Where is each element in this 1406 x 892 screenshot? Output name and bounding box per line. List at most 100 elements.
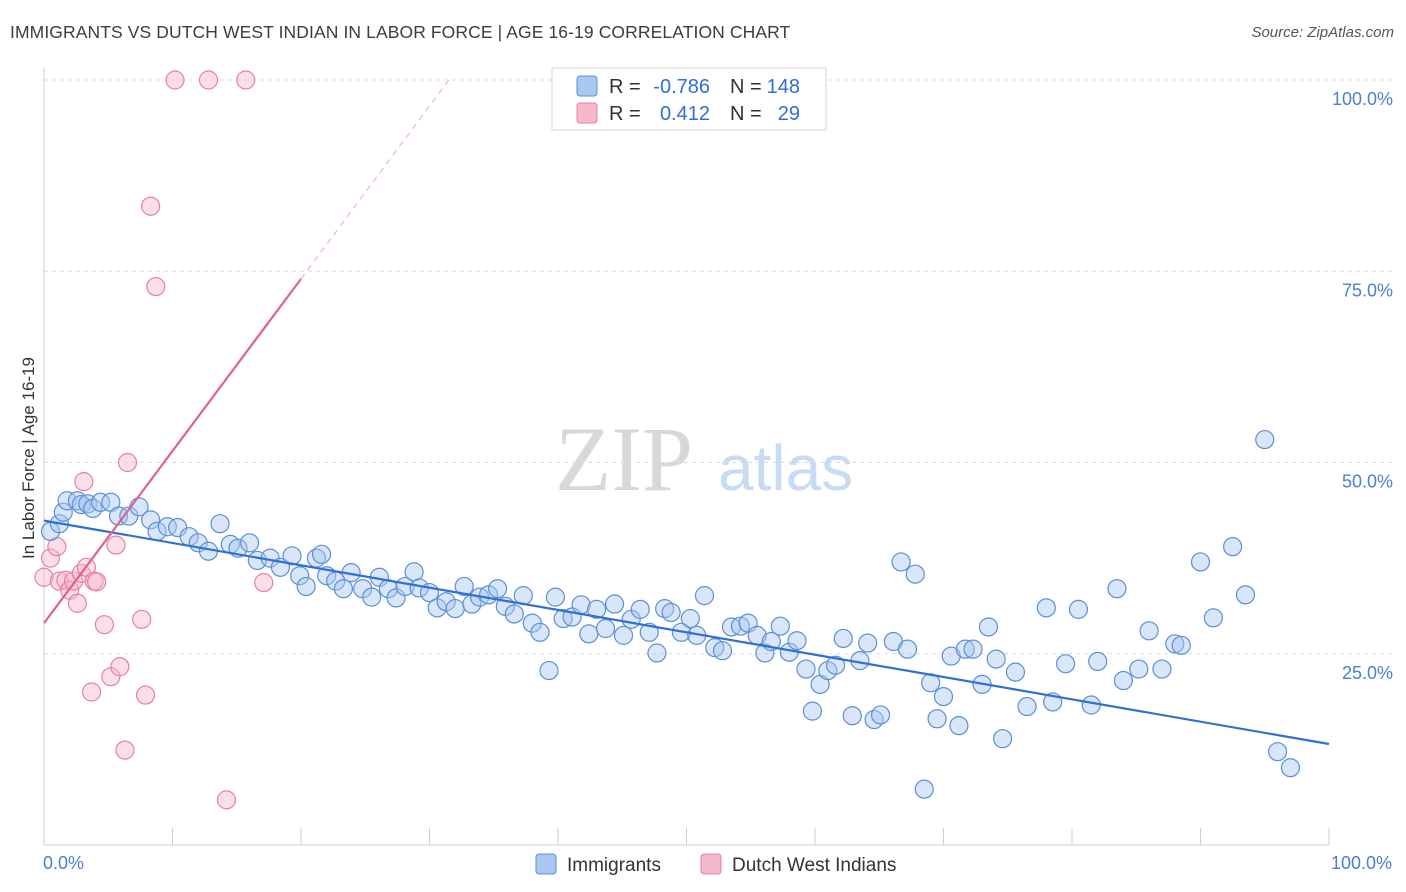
y-tick-labels: 100.0% 75.0% 50.0% 25.0% (1332, 89, 1393, 683)
dutch-point (216, 790, 237, 810)
legend-r-value-immigrants: -0.786 (653, 76, 710, 98)
trend-lines (43, 79, 1330, 746)
dutch-point (135, 685, 156, 705)
dutch-point (40, 548, 61, 568)
dutch-point (146, 276, 166, 297)
immigrant-point (1088, 651, 1108, 672)
immigrant-point (1139, 621, 1159, 641)
immigrant-point (604, 594, 625, 614)
legend-n-label-dutch: N = (730, 103, 762, 125)
immigrant-point (530, 622, 550, 642)
legend-swatch-immigrants (576, 75, 598, 97)
dutch-point (110, 657, 130, 677)
dutch-point (87, 572, 107, 592)
source-credit: Source: ZipAtlas.com (1251, 24, 1394, 41)
immigrant-point (157, 517, 177, 537)
immigrant-point (833, 628, 853, 649)
stats-legend: R = -0.786 N = 148 R = 0.412 N = 29 (551, 67, 827, 131)
immigrant-point (90, 492, 111, 512)
immigrant-point (545, 587, 566, 607)
immigrant-point (858, 633, 878, 653)
immigrant-point (595, 618, 616, 639)
legend-swatch-dutch (576, 102, 598, 124)
series-legend-swatch-immigrants (535, 853, 557, 875)
dutch-point (254, 573, 274, 593)
immigrant-point (1081, 695, 1101, 715)
immigrant-point (504, 604, 524, 624)
dutch-point (81, 682, 102, 702)
immigrant-point (71, 494, 91, 515)
immigrant-point (296, 576, 316, 597)
immigrant-point (705, 638, 725, 658)
immigrant-point (993, 729, 1013, 749)
dutch-point (74, 472, 94, 492)
immigrant-point (311, 544, 332, 564)
immigrant-point (712, 641, 733, 661)
immigrant-point (986, 649, 1006, 669)
immigrant-point (1165, 634, 1185, 654)
immigrant-point (1223, 537, 1243, 557)
immigrant-point (630, 599, 650, 619)
immigrant-point (290, 566, 310, 586)
immigrant-point (1113, 670, 1134, 691)
immigrant-point (639, 622, 659, 642)
immigrant-point (787, 631, 807, 651)
series-dutch-west-indians (34, 70, 274, 810)
immigrant-point (1235, 585, 1256, 605)
immigrant-point (963, 639, 983, 659)
y-tick-label: 25.0% (1342, 663, 1393, 683)
legend-n-value-immigrants: 148 (767, 76, 800, 98)
watermark-zip: ZIP (555, 408, 693, 510)
immigrant-point (141, 510, 161, 530)
immigrant-point (404, 562, 424, 582)
immigrant-point (1005, 662, 1026, 682)
immigrant-point (613, 625, 634, 645)
x-tick-label-right: 100.0% (1331, 853, 1392, 873)
immigrant-point (661, 602, 681, 623)
immigrant-point (905, 564, 925, 584)
immigrant-point (586, 599, 607, 619)
dutch-point (115, 740, 135, 760)
immigrant-point (1068, 599, 1089, 619)
series-immigrants (40, 429, 1301, 799)
dutch-point (165, 70, 185, 90)
immigrant-point (57, 491, 77, 511)
series-legend-label-dutch: Dutch West Indians (732, 855, 896, 876)
immigrant-point (949, 716, 969, 736)
immigrant-point (1280, 758, 1301, 778)
immigrant-point (825, 655, 846, 675)
y-tick-label: 75.0% (1342, 280, 1393, 300)
immigrant-point (539, 660, 559, 681)
dutch-point (141, 196, 161, 216)
axes (43, 68, 1330, 846)
y-tick-label: 100.0% (1332, 89, 1393, 109)
dutch-point (236, 70, 256, 90)
immigrant-point (802, 701, 823, 721)
watermark-atlas: atlas (718, 432, 853, 504)
immigrant-point (1203, 608, 1223, 628)
immigrant-point (870, 705, 891, 725)
immigrant-point (927, 709, 947, 729)
legend-r-label-immigrants: R = (609, 76, 641, 98)
dutch-point (117, 452, 138, 473)
immigrant-point (955, 639, 975, 659)
trend-line-dutch (43, 278, 302, 624)
series-legend: Immigrants Dutch West Indians (535, 853, 896, 876)
immigrant-point (796, 659, 816, 679)
immigrant-point (1036, 598, 1056, 618)
dutch-point (34, 567, 54, 587)
immigrant-point (1129, 659, 1149, 679)
y-axis-title: In Labor Force | Age 16-19 (19, 357, 38, 559)
immigrant-point (933, 686, 954, 707)
legend-r-label-dutch: R = (609, 103, 641, 125)
immigrant-point (53, 502, 73, 522)
immigrant-point (1055, 654, 1076, 674)
immigrant-point (1017, 696, 1037, 717)
immigrant-point (488, 579, 508, 599)
immigrant-point (978, 617, 999, 637)
series-legend-swatch-dutch (700, 853, 722, 875)
immigrant-point (1107, 579, 1127, 599)
immigrant-point (579, 624, 599, 644)
trend-line-immigrants (43, 519, 1330, 746)
immigrant-point (842, 706, 862, 726)
